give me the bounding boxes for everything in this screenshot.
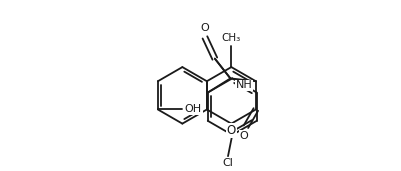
Text: OH: OH [184,104,202,115]
Text: CH₃: CH₃ [222,33,241,43]
Text: Cl: Cl [223,158,233,168]
Text: O: O [227,124,236,137]
Text: O: O [239,131,248,141]
Text: NH: NH [235,80,252,90]
Text: O: O [200,23,209,33]
